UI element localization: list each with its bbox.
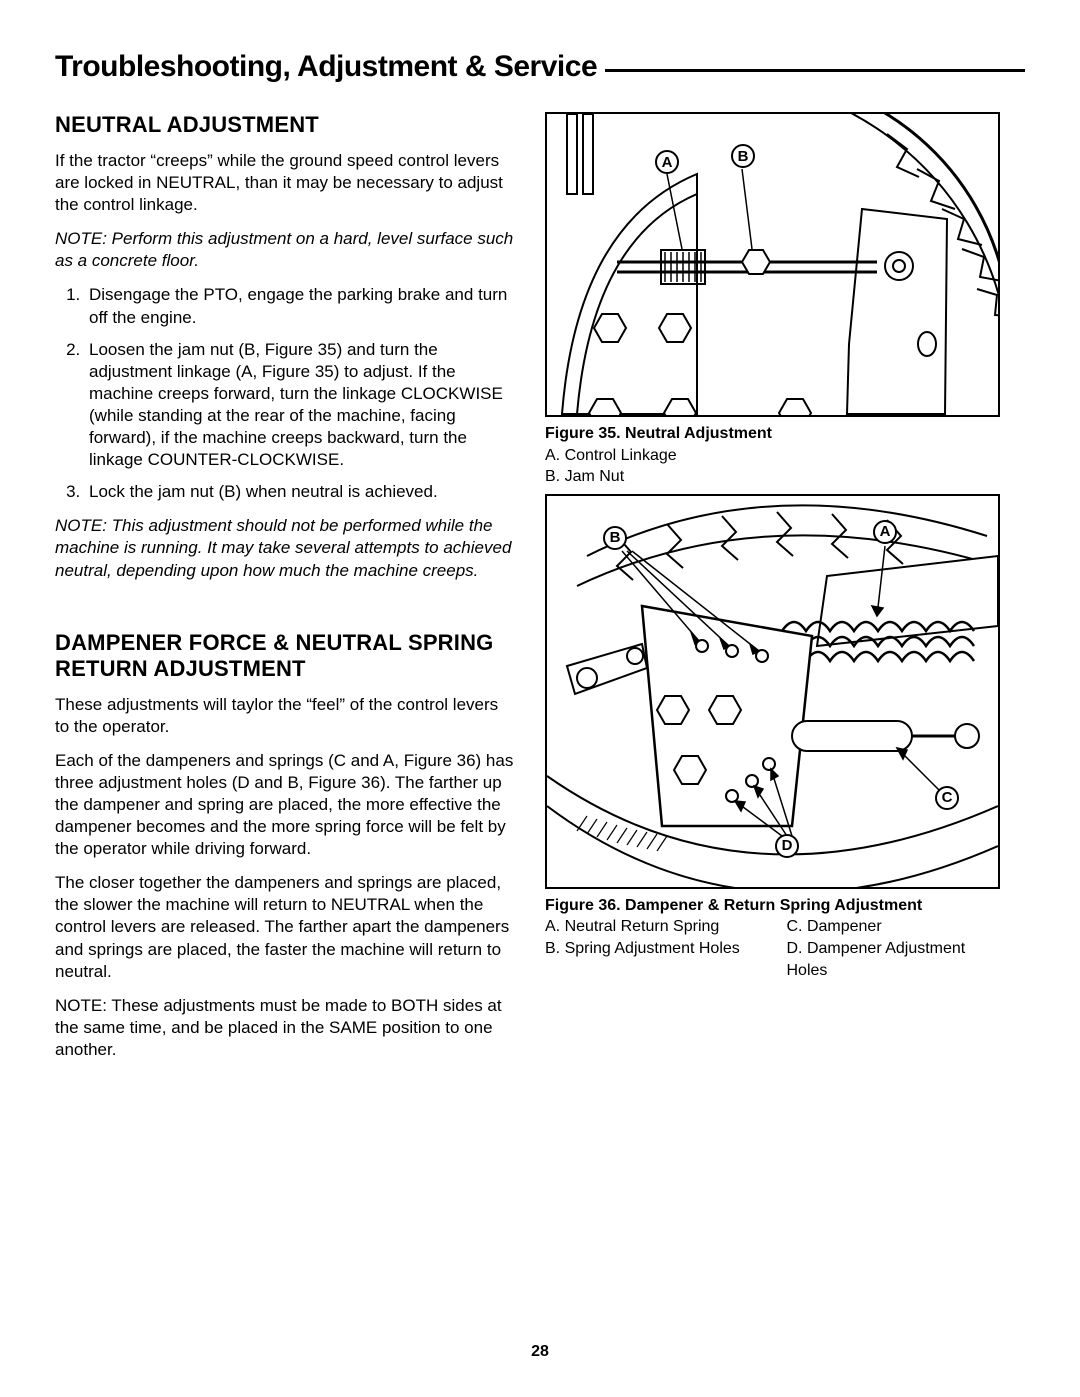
left-column: NEUTRAL ADJUSTMENT If the tractor “creep… <box>55 112 515 1073</box>
neutral-note-1: NOTE: Perform this adjustment on a hard,… <box>55 228 515 272</box>
callout-c-fig36: C <box>935 786 959 810</box>
chapter-title: Troubleshooting, Adjustment & Service <box>55 50 1025 84</box>
title-rule <box>605 69 1025 72</box>
neutral-steps: Disengage the PTO, engage the parking br… <box>67 284 515 503</box>
step-2: Loosen the jam nut (B, Figure 35) and tu… <box>85 339 515 472</box>
neutral-intro: If the tractor “creeps” while the ground… <box>55 150 515 216</box>
figure-35: A B <box>545 112 1000 417</box>
fig36-legend-a: A. Neutral Return Spring <box>545 918 719 935</box>
figure-36-caption: Figure 36. Dampener & Return Spring Adju… <box>545 895 1000 981</box>
dampener-p3: The closer together the dampeners and sp… <box>55 872 515 982</box>
step-1: Disengage the PTO, engage the parking br… <box>85 284 515 328</box>
figure-36-diagram <box>547 496 998 887</box>
content-columns: NEUTRAL ADJUSTMENT If the tractor “creep… <box>55 112 1025 1073</box>
fig36-legend-c: C. Dampener <box>787 918 882 935</box>
right-column: A B Figure 35. Neutral Adjustment A. Con… <box>545 112 1000 1073</box>
figure-35-diagram <box>547 114 998 415</box>
dampener-p1: These adjustments will taylor the “feel”… <box>55 694 515 738</box>
callout-a-fig35: A <box>655 150 679 174</box>
figure-35-caption: Figure 35. Neutral Adjustment A. Control… <box>545 423 1000 488</box>
callout-b-fig36: B <box>603 526 627 550</box>
fig36-legend-d: D. Dampener Adjustment Holes <box>787 940 966 979</box>
section-heading-neutral: NEUTRAL ADJUSTMENT <box>55 112 515 138</box>
fig36-legend-b: B. Spring Adjustment Holes <box>545 940 740 957</box>
section-heading-dampener: DAMPENER FORCE & NEUTRAL SPRING RETURN A… <box>55 630 515 682</box>
step-3: Lock the jam nut (B) when neutral is ach… <box>85 481 515 503</box>
neutral-note-2: NOTE: This adjustment should not be perf… <box>55 515 515 581</box>
callout-b-fig35: B <box>731 144 755 168</box>
fig36-title: Figure 36. Dampener & Return Spring Adju… <box>545 897 922 914</box>
dampener-p4: NOTE: These adjustments must be made to … <box>55 995 515 1061</box>
figure-36: B A C D <box>545 494 1000 889</box>
callout-a-fig36: A <box>873 520 897 544</box>
chapter-title-text: Troubleshooting, Adjustment & Service <box>55 50 597 84</box>
fig35-legend-a: A. Control Linkage <box>545 447 677 464</box>
fig35-title: Figure 35. Neutral Adjustment <box>545 425 772 442</box>
fig35-legend-b: B. Jam Nut <box>545 468 624 485</box>
page-number: 28 <box>0 1343 1080 1361</box>
dampener-p2: Each of the dampeners and springs (C and… <box>55 750 515 860</box>
callout-d-fig36: D <box>775 834 799 858</box>
